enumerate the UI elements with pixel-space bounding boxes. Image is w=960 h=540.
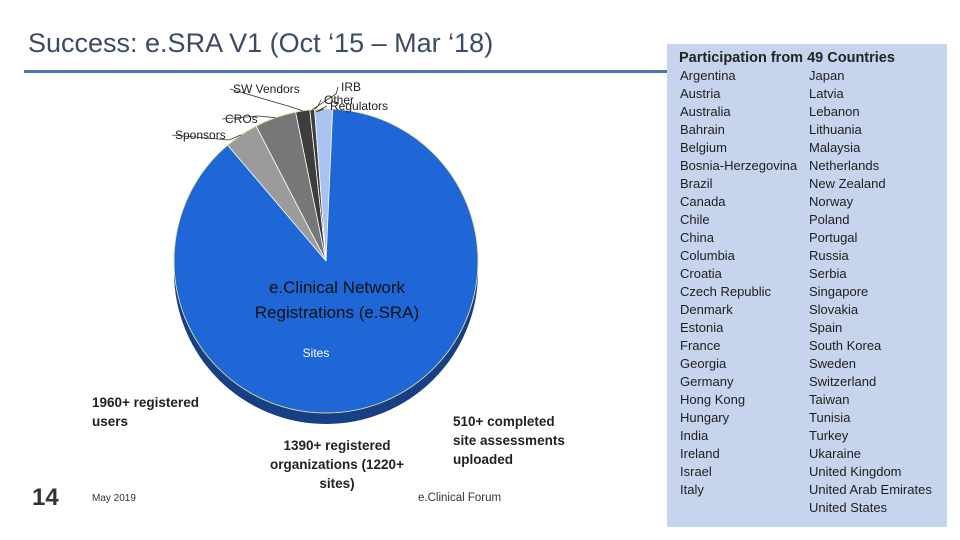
country-item: Spain <box>809 320 843 335</box>
country-item: South Korea <box>809 338 882 353</box>
country-column-2: Japan Latvia Lebanon Lithuania Malaysia Nethe… <box>809 67 932 517</box>
pie-label-sponsors: Sponsors <box>175 128 226 142</box>
country-item: Lithuania <box>809 122 862 137</box>
leader-line-other <box>314 99 322 110</box>
country-item: Malaysia <box>809 140 861 155</box>
users-note: 1960+ registered users <box>92 395 199 429</box>
country-item: Denmark <box>680 302 733 317</box>
country-item: France <box>680 338 721 353</box>
country-item: Czech Republic <box>680 284 772 299</box>
pie-label-irb: IRB <box>341 80 361 94</box>
leader-line-sw-vendors <box>229 88 303 112</box>
footer-forum: e.Clinical Forum <box>418 492 502 504</box>
country-item: Latvia <box>809 86 844 101</box>
country-item: Russia <box>809 248 849 263</box>
country-item: Ukaraine <box>809 446 862 461</box>
country-item: United States <box>809 500 888 515</box>
country-item: Hungary <box>680 410 730 425</box>
country-item: Hong Kong <box>680 392 746 407</box>
country-item: Croatia <box>680 266 722 281</box>
pie-label-sw-vendors: SW Vendors <box>233 82 300 96</box>
country-item: Italy <box>680 482 704 497</box>
country-item: Belgium <box>680 140 727 155</box>
country-item: Serbia <box>809 266 847 281</box>
country-item: Bosnia-Herzegovina <box>680 158 798 173</box>
pie-slices <box>173 108 479 414</box>
organizations-note: 1390+ registered organizations (1220+ si… <box>270 438 404 491</box>
title-divider <box>24 70 674 73</box>
pie-outline <box>173 108 479 414</box>
country-item: Poland <box>809 212 850 227</box>
leader-line-regulators <box>315 105 328 113</box>
country-item: United Kingdom <box>809 464 902 479</box>
leader-line-sponsors <box>171 134 242 141</box>
country-item: Singapore <box>809 284 869 299</box>
assessments-note: 510+ completed site assessments uploaded <box>453 414 565 467</box>
country-item: Tunisia <box>809 410 851 425</box>
footer-date: May 2019 <box>92 493 136 504</box>
participation-title: Participation from 49 Countries <box>679 50 895 66</box>
pie-label-cros: CROs <box>225 112 258 126</box>
pie-label-other: Other <box>324 93 354 107</box>
slide-title: Success: e.SRA V1 (Oct ‘15 – Mar ‘18) <box>28 28 494 58</box>
country-item: Georgia <box>680 356 727 371</box>
country-item: Austria <box>680 86 721 101</box>
country-item: Brazil <box>680 176 713 191</box>
country-item: Japan <box>809 68 845 83</box>
country-item: Israel <box>680 464 712 479</box>
country-item: Portugal <box>809 230 858 245</box>
country-item: New Zealand <box>809 176 886 191</box>
country-item: India <box>680 428 709 443</box>
leader-line-cros <box>221 115 276 120</box>
page-number: 14 <box>32 484 59 511</box>
pie-center-label-line1: e.Clinical Network <box>269 278 406 297</box>
country-item: Sweden <box>809 356 856 371</box>
pie-label-regulators: Regulators <box>330 99 388 113</box>
country-item: Netherlands <box>809 158 880 173</box>
country-item: China <box>680 230 714 245</box>
pie-center-label-line2: Registrations (e.SRA) <box>255 303 419 322</box>
country-item: United Arab Emirates <box>809 482 932 497</box>
country-item: Switzerland <box>809 374 877 389</box>
country-item: Australia <box>680 104 731 119</box>
country-item: Argentina <box>680 68 736 83</box>
pie-sublabel: Sites <box>303 346 330 360</box>
country-item: Bahrain <box>680 122 725 137</box>
country-item: Slovakia <box>809 302 859 317</box>
country-item: Ireland <box>680 446 720 461</box>
participation-panel: Participation from 49 Countries Argentin… <box>667 44 947 527</box>
pie-leader-lines <box>171 86 339 141</box>
country-column-1: Argentina Austria Australia Bahrain Belgium B… <box>680 67 797 499</box>
country-item: Taiwan <box>809 392 850 407</box>
country-item: Turkey <box>809 428 849 443</box>
country-item: Canada <box>680 194 726 209</box>
leader-line-irb <box>311 86 339 110</box>
country-item: Norway <box>809 194 854 209</box>
country-item: Columbia <box>680 248 735 263</box>
country-item: Lebanon <box>809 104 860 119</box>
country-item: Estonia <box>680 320 724 335</box>
country-item: Germany <box>680 374 734 389</box>
country-item: Chile <box>680 212 710 227</box>
